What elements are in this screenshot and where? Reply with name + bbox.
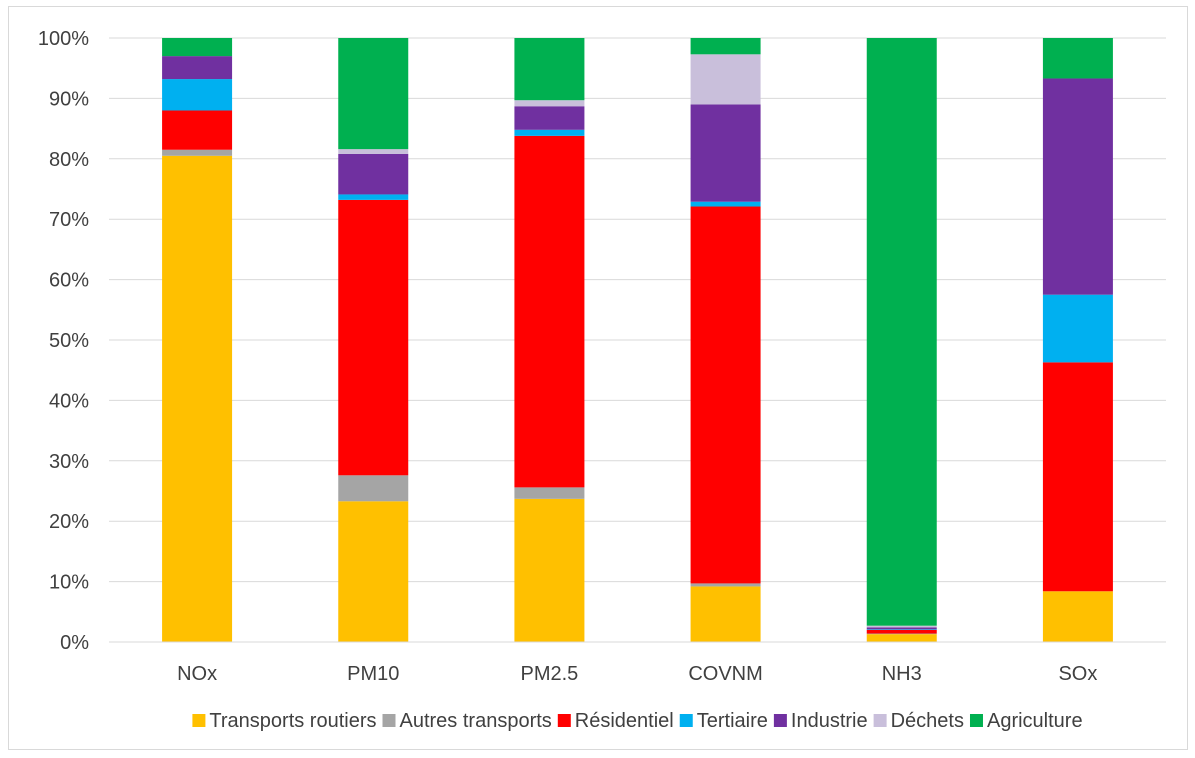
x-tick-label: PM10	[347, 663, 399, 685]
x-axis: NOx PM10 PM2.5 COVNM NH3 SOx	[109, 641, 1166, 685]
bar-segment	[514, 498, 585, 642]
y-tick-label: 30%	[49, 451, 89, 473]
y-axis-tick-labels: 0% 10% 20% 30% 40% 50% 60% 70% 80% 90% 100%	[38, 28, 89, 654]
legend-swatch	[557, 714, 571, 727]
bar-segment	[514, 100, 585, 107]
legend-item: Tertiaire	[679, 710, 768, 732]
legend-label: Agriculture	[987, 710, 1083, 732]
y-tick-label: 20%	[49, 511, 89, 533]
bar-segment	[338, 199, 409, 476]
stacked-bar-chart: 0% 10% 20% 30% 40% 50% 60% 70% 80% 90% 100% NOx PM1…	[38, 28, 1166, 732]
bar-segment	[866, 629, 937, 630]
y-tick-label: 40%	[49, 390, 89, 412]
legend-item: Déchets	[873, 710, 964, 732]
bar-segment	[338, 501, 409, 642]
legend-swatch	[679, 714, 693, 727]
bar-segment	[690, 104, 761, 202]
chart-frame: 0% 10% 20% 30% 40% 50% 60% 70% 80% 90% 100% NOx PM1…	[8, 6, 1188, 750]
bar-segment	[514, 38, 585, 101]
x-tick-label: COVNM	[688, 663, 762, 685]
bar-segment	[1042, 78, 1113, 295]
bar-segment	[162, 110, 233, 150]
y-tick-label: 80%	[49, 149, 89, 171]
x-tick-label: NH3	[882, 663, 922, 685]
legend-item: Industrie	[773, 710, 868, 732]
bar-segment	[1042, 294, 1113, 363]
legend-item: Agriculture	[969, 710, 1083, 732]
x-tick-label: NOx	[177, 663, 217, 685]
bar-segment	[338, 194, 409, 200]
bar-segment	[514, 106, 585, 130]
bars	[162, 38, 1113, 642]
y-tick-label: 100%	[38, 28, 89, 50]
legend-item: Résidentiel	[557, 710, 674, 732]
bar-segment	[162, 155, 233, 642]
bar-segment	[866, 629, 937, 634]
bar-segment	[338, 38, 409, 150]
bar-segment	[162, 79, 233, 111]
y-tick-label: 10%	[49, 572, 89, 594]
bar-segment	[866, 38, 937, 626]
bar-segment	[338, 153, 409, 195]
x-tick-label: SOx	[1058, 663, 1097, 685]
bar-segment	[162, 149, 233, 156]
gridlines	[109, 37, 1166, 643]
legend-label: Résidentiel	[575, 710, 674, 732]
bar-segment	[1042, 362, 1113, 592]
legend-swatch	[192, 714, 206, 727]
bar-segment	[514, 129, 585, 136]
legend-label: Déchets	[891, 710, 964, 732]
bar-segment	[690, 583, 761, 587]
bar-segment	[866, 627, 937, 630]
legend-item: Transports routiers	[192, 710, 377, 732]
legend-swatch	[382, 714, 396, 727]
bar-segment	[514, 135, 585, 488]
legend: Transports routiers Autres transports Rési…	[192, 710, 1083, 732]
legend-swatch	[773, 714, 787, 727]
y-tick-label: 70%	[49, 209, 89, 231]
legend-label: Tertiaire	[697, 710, 768, 732]
bar-segment	[338, 475, 409, 502]
bar-segment	[1042, 38, 1113, 79]
bar-segment	[162, 38, 233, 57]
legend-label: Autres transports	[400, 710, 552, 732]
bar-segment	[866, 633, 937, 635]
legend-label: Industrie	[791, 710, 868, 732]
y-tick-label: 50%	[49, 330, 89, 352]
y-tick-label: 90%	[49, 88, 89, 110]
bar-segment	[690, 206, 761, 584]
legend-label: Transports routiers	[209, 710, 376, 732]
bar-segment	[514, 487, 585, 499]
bar-segment	[866, 625, 937, 628]
bar-segment	[338, 149, 409, 154]
bar-segment	[866, 634, 937, 642]
y-tick-label: 60%	[49, 270, 89, 292]
bar-segment	[162, 56, 233, 80]
legend-swatch	[873, 714, 887, 727]
bar-segment	[690, 38, 761, 55]
bar-segment	[690, 201, 761, 207]
legend-swatch	[969, 714, 983, 727]
legend-item: Autres transports	[382, 710, 552, 732]
bar-segment	[1042, 591, 1113, 642]
x-tick-label: PM2.5	[521, 663, 579, 685]
bar-segment	[690, 54, 761, 105]
bar-segment	[690, 586, 761, 642]
y-tick-label: 0%	[60, 632, 89, 654]
